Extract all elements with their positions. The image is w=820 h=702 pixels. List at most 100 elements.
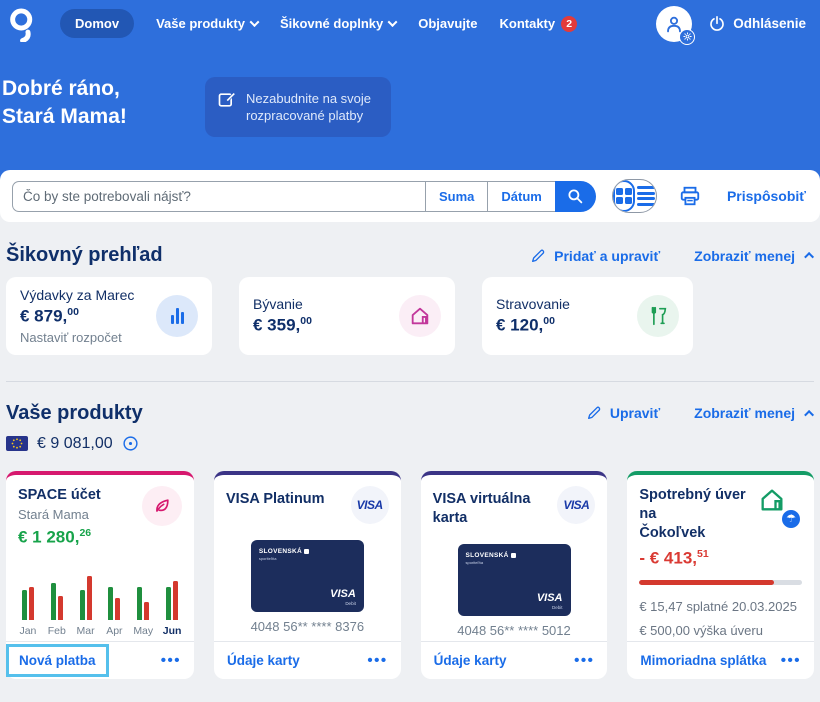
eye-icon[interactable] [122,435,139,452]
debit-card-image: SLOVENSKÁ sporiteľňa VISA Debit [457,543,571,616]
card-name: VISA Platinum [226,490,325,507]
loan-due-line: € 15,47 splatné 20.03.2025 [639,599,797,615]
set-budget-link[interactable]: Nastaviť rozpočet [20,329,122,345]
card-details-button[interactable]: Údaje karty [227,652,300,668]
product-card-space-account[interactable]: SPACE účet Stará Mama € 1 280,26 Jan Feb M… [6,470,194,679]
insurance-umbrella-icon: ☂ [780,507,803,530]
search-band-wrap: Suma Dátum [0,170,820,222]
product-card-visa-virtual[interactable]: VISA virtuálna karta VISA SLOVENSKÁ spor… [420,470,608,679]
date-filter-button[interactable]: Dátum [487,180,555,212]
leaf-icon [142,485,182,526]
top-navbar: Domov Vaše produkty Šikovné doplnky Obja… [0,0,820,47]
nav-item-domov[interactable]: Domov [60,9,135,38]
bar-chart-icon [156,294,198,337]
bar-group-apr: Apr [104,570,124,637]
account-owner: Stará Mama [18,506,89,522]
green-bars [166,586,172,620]
visa-logo-icon: VISA [350,485,389,524]
bar-label: Feb [47,624,66,637]
person-icon [667,16,682,32]
visa-logo-icon: VISA [557,485,596,524]
print-button[interactable] [679,185,701,207]
search-button[interactable] [554,180,596,212]
amount-filter-button[interactable]: Suma [425,180,488,212]
list-view-button[interactable] [635,180,656,212]
account-name: SPACE účet [18,486,101,503]
loan-progress-fill [639,580,775,586]
card-name: VISA virtuálna karta [432,490,531,526]
green-bars [108,586,114,620]
nav-label: Domov [75,16,120,31]
bar-label: Jun [162,624,182,637]
overview-title: Šikovný prehľad [6,244,163,266]
overview-card-dining[interactable]: Stravovanie € 120,00 [482,277,693,355]
bar-group-mar: Mar [76,570,96,637]
pencil-icon [587,406,601,420]
loan-menu-button[interactable]: ••• [780,651,802,669]
search-input[interactable] [12,180,425,212]
red-bars [173,580,179,620]
red-bars [57,595,63,620]
red-bars [86,575,92,620]
add-edit-link[interactable]: Pridať a upraviť [530,248,660,264]
nav-label: Kontakty [499,16,556,31]
overview-card-housing[interactable]: Bývanie € 359,00 [239,277,455,355]
card-details-button[interactable]: Údaje karty [433,652,507,668]
loan-name: Spotrebný úver na Čokoľvek [639,486,746,541]
chevron-up-icon [804,409,815,420]
bar-group-may: May [133,570,153,637]
george-logo[interactable] [8,6,38,43]
printer-icon [680,186,700,206]
card-number: 4048 56** **** 8376 [250,618,365,634]
nav-item-kontakty[interactable]: Kontakty 2 [499,15,578,32]
house-icon [399,294,441,337]
total-balance: € 9 081,00 [37,434,113,452]
gear-icon [679,28,696,45]
card-menu-button[interactable]: ••• [574,651,595,669]
account-menu-button[interactable]: ••• [160,651,181,669]
red-bars [144,601,150,620]
logout-label: Odhlásenie [733,16,806,31]
search-band: Suma Dátum [0,170,820,222]
house-icon [761,489,783,511]
bar-label: Mar [76,624,95,637]
nav-item-vase-produkty[interactable]: Vaše produkty [156,16,260,31]
customize-link[interactable]: Prispôsobiť [726,188,806,204]
products-show-less-link[interactable]: Zobraziť menej [694,405,815,421]
grid-icon [615,187,633,205]
chevron-down-icon [387,17,398,28]
greeting-text: Dobré ráno, Stará Mama! [2,77,127,128]
bar-group-feb: Feb [47,570,67,637]
mini-bar-chart: Jan Feb Mar Apr May Jun [18,570,182,641]
reminder-text: Nezabudnite na svoje rozpracované platby [246,91,372,123]
search-icon [568,189,583,204]
card-menu-button[interactable]: ••• [367,651,388,669]
hero-section: Dobré ráno, Stará Mama! Nezabudnite na s… [0,47,820,170]
logout-button[interactable]: Odhlásenie [708,15,806,33]
green-bars [137,586,143,620]
product-card-consumer-loan[interactable]: Spotrebný úver na Čokoľvek - € 413,51 ☂ [627,470,815,679]
extra-repayment-button[interactable]: Mimoriadna splátka [640,652,767,668]
products-header: Vaše produkty Upraviť Zobraziť menej [6,402,815,425]
overview-card-expenses[interactable]: Výdavky za Marec € 879,00 Nastaviť rozpo… [6,277,212,355]
user-avatar[interactable] [656,5,696,45]
nav-item-objavujte[interactable]: Objavujte [418,16,477,31]
compose-icon [218,92,236,107]
debit-card-image: SLOVENSKÁ sporiteľňa VISA Debit [250,539,364,612]
pending-payments-reminder[interactable]: Nezabudnite na svoje rozpracované platby [205,77,391,137]
bar-group-jun: Jun [162,570,182,637]
dining-icon [637,294,679,337]
loan-total-line: € 500,00 výška úveru [639,623,763,639]
overview-header: Šikovný prehľad Pridať a upraviť Zobrazi… [6,244,815,267]
edit-products-link[interactable]: Upraviť [586,405,660,421]
new-payment-button[interactable]: Nová platba [6,643,109,677]
nav-item-sikovne-doplnky[interactable]: Šikovné doplnky [280,16,398,31]
green-bars [79,589,85,620]
red-bars [115,597,121,620]
grid-view-button[interactable] [612,180,636,212]
bar-label: Jan [19,624,37,637]
product-card-visa-platinum[interactable]: VISA Platinum VISA SLOVENSKÁ sporiteľňa … [214,470,401,679]
overview-show-less-link[interactable]: Zobraziť menej [694,248,815,264]
pencil-icon [532,249,545,262]
bar-label: May [133,624,154,637]
